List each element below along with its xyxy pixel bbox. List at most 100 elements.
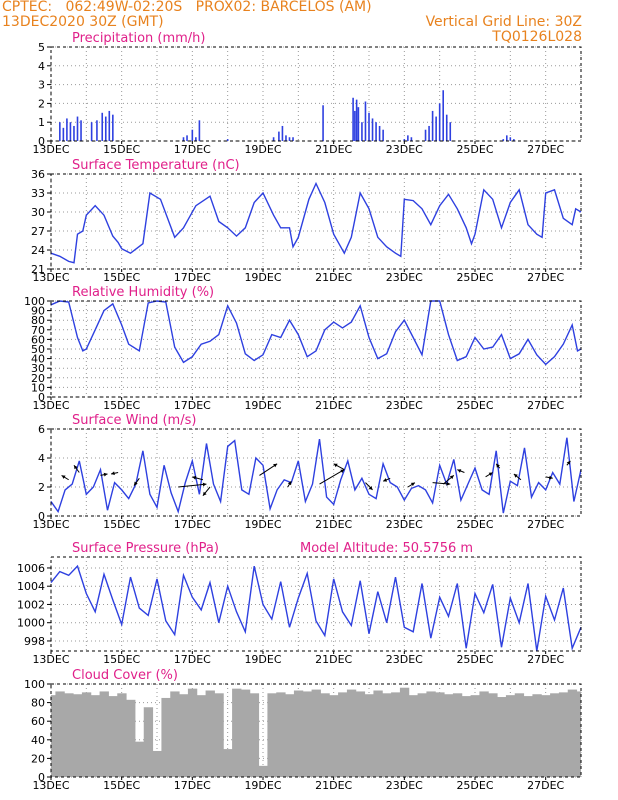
panel-frame — [50, 683, 582, 778]
precip-bar — [186, 135, 188, 141]
precip-bar — [62, 127, 65, 141]
cloud-bar — [258, 765, 268, 777]
precip-bar — [226, 139, 229, 141]
y-tick-label: 40 — [31, 734, 45, 747]
cloud-bar — [346, 689, 357, 777]
panel-cloud: 0 20 40 60 80 100 13DEC 15DEC 17DEC 19DEC 21DEC 23D… — [24, 668, 582, 792]
precip-bar — [378, 125, 381, 141]
cloud-bar — [399, 687, 410, 777]
cloud-bar — [452, 693, 463, 777]
cloud-bar — [285, 694, 295, 777]
panel-wind: 0 2 4 6 13DEC 15DEC 17DEC 19DEC 21DEC 23DEC 25DEC 2… — [32, 413, 582, 531]
y-tick-label: 0 — [38, 510, 45, 523]
wind-arrow-shaft — [178, 483, 207, 488]
precip-bar — [90, 122, 93, 141]
y-tick-label: 100 — [24, 295, 45, 308]
wind-arrow-head — [488, 472, 493, 476]
panel-pres: 998 1000 1002 1004 1006 13DEC 15DEC 17DEC 19DEC 2… — [17, 541, 582, 666]
x-tick-label: 25DEC — [456, 653, 493, 666]
precip-bar — [368, 112, 370, 141]
cloud-bar — [532, 694, 542, 777]
cloud-bar — [276, 692, 286, 777]
y-tick-label: 50 — [31, 343, 45, 356]
panel-precip: 0 1 2 3 4 5 13DEC 15DEC 17DEC 19DEC 21DEC 23DEC 25DE… — [32, 31, 582, 156]
cloud-bar — [488, 693, 498, 777]
wind-arrow-head — [192, 475, 197, 480]
precip-bar — [375, 122, 377, 141]
cloud-bar — [55, 691, 65, 777]
wind-arrow-head — [496, 463, 500, 468]
precip-bar — [101, 112, 104, 141]
precip-bar — [357, 107, 360, 141]
wind-arrow-head — [273, 463, 278, 468]
cloud-bar — [435, 692, 445, 777]
y-tick-label: 30 — [31, 206, 45, 219]
x-tick-label: 27DEC — [527, 271, 564, 284]
cloud-bar — [514, 693, 525, 777]
x-tick-label: 23DEC — [386, 779, 423, 792]
panel-title: Cloud Cover (%) — [72, 668, 178, 683]
cloud-bar — [311, 689, 321, 777]
x-tick-label: 23DEC — [386, 143, 423, 156]
precip-bar — [502, 139, 505, 141]
x-tick-label: 17DEC — [174, 779, 211, 792]
y-tick-label: 2 — [38, 97, 45, 110]
x-tick-label: 17DEC — [174, 143, 211, 156]
precip-bar — [403, 139, 406, 141]
wind-arrow-head — [333, 463, 338, 468]
x-tick-label: 17DEC — [174, 271, 211, 284]
precip-bar — [506, 135, 508, 141]
y-tick-label: 1004 — [17, 580, 45, 593]
x-tick-label: 25DEC — [456, 779, 493, 792]
precip-bar — [371, 118, 374, 141]
y-tick-label: 60 — [31, 333, 45, 346]
panel-frame — [50, 300, 582, 398]
y-tick-label: 1000 — [17, 617, 45, 630]
precip-bar — [59, 122, 61, 141]
x-tick-label: 23DEC — [386, 653, 423, 666]
y-tick-label: 60 — [31, 715, 45, 728]
x-tick-label: 17DEC — [174, 653, 211, 666]
y-tick-label: 1002 — [17, 598, 45, 611]
y-tick-label: 36 — [31, 168, 45, 181]
cloud-bar — [470, 695, 480, 777]
precip-bar — [382, 129, 384, 141]
cloud-bar — [461, 696, 472, 777]
temp-line — [50, 181, 582, 264]
y-tick-label: 4 — [38, 452, 45, 465]
precip-bar — [449, 122, 452, 141]
x-tick-label: 25DEC — [456, 518, 493, 531]
y-tick-label: 0 — [38, 135, 45, 148]
wind-arrow-head — [111, 471, 115, 476]
cloud-bar — [497, 697, 507, 777]
x-tick-label: 27DEC — [527, 143, 564, 156]
precip-bar — [438, 103, 441, 141]
x-tick-label: 17DEC — [174, 399, 211, 412]
y-tick-label: 10 — [31, 381, 45, 394]
precip-bar — [195, 137, 197, 141]
x-tick-label: 23DEC — [386, 271, 423, 284]
wind-arrow-shaft — [259, 463, 278, 476]
cloud-bar — [73, 694, 83, 777]
y-tick-label: 24 — [31, 244, 45, 257]
precip-bar — [76, 116, 79, 141]
y-tick-label: 998 — [24, 635, 45, 648]
precip-bar — [182, 137, 185, 141]
precip-bar — [96, 120, 98, 141]
wind-arrow-head — [566, 460, 571, 465]
cloud-bar — [81, 692, 92, 777]
panel-frame — [50, 428, 582, 517]
cloud-bar — [170, 691, 180, 777]
x-tick-label: 15DEC — [103, 779, 140, 792]
x-tick-label: 15DEC — [103, 653, 140, 666]
x-tick-label: 19DEC — [244, 653, 281, 666]
cloud-bar — [523, 696, 533, 777]
x-tick-label: 19DEC — [244, 271, 281, 284]
wind-arrow-head — [202, 491, 207, 496]
wind-arrow-head — [446, 481, 451, 486]
panel-title: Surface Pressure (hPa) — [72, 541, 219, 556]
cloud-bar — [550, 693, 560, 777]
cloud-bar — [382, 693, 392, 777]
wind-arrow-head — [410, 482, 415, 487]
